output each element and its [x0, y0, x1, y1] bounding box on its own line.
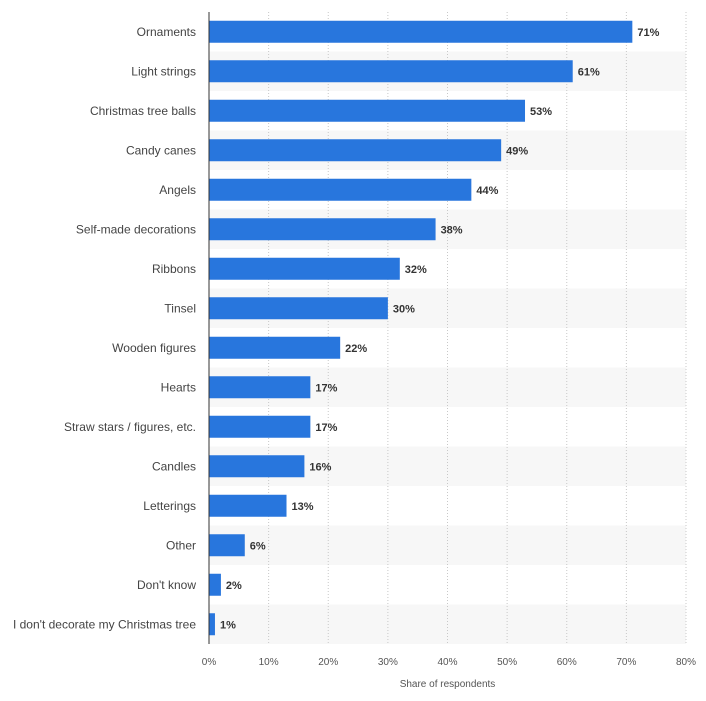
x-tick-label: 50%: [497, 657, 517, 668]
value-label: 13%: [292, 501, 314, 513]
value-label: 22%: [345, 343, 367, 355]
x-tick-label: 80%: [676, 657, 696, 668]
bar: [209, 99, 526, 122]
bars: [209, 20, 633, 636]
value-labels: 71% 61% 53% 49% 44% 38% 32% 30% 22% 17% 17% 16% 13% 6…: [220, 27, 660, 632]
bar: [209, 257, 400, 280]
x-tick-label: 20%: [318, 657, 338, 668]
value-label: 6%: [250, 540, 266, 552]
value-label: 38%: [441, 224, 463, 236]
value-label: 71%: [637, 27, 659, 39]
category-label: Candy canes: [126, 143, 196, 157]
bar: [209, 297, 388, 320]
bar: [209, 60, 573, 83]
value-label: 16%: [309, 461, 331, 473]
category-label: Straw stars / figures, etc.: [64, 420, 196, 434]
bar: [209, 139, 502, 162]
value-label: 17%: [315, 382, 337, 394]
x-tick-label: 10%: [259, 657, 279, 668]
category-label: Ribbons: [152, 262, 196, 276]
category-label: Tinsel: [164, 301, 196, 315]
x-tick-labels: 0% 10% 20% 30% 40% 50% 60% 70% 80%: [202, 657, 696, 668]
category-label: Other: [166, 538, 196, 552]
value-label: 49%: [506, 145, 528, 157]
x-tick-label: 0%: [202, 657, 217, 668]
value-label: 53%: [530, 106, 552, 118]
bar: [209, 573, 221, 596]
bar: [209, 613, 215, 636]
category-label: Ornaments: [137, 25, 196, 39]
category-label: Hearts: [161, 380, 196, 394]
bar: [209, 534, 245, 557]
category-label: Letterings: [143, 499, 196, 513]
category-label: Wooden figures: [112, 341, 196, 355]
category-labels: Ornaments Light strings Christmas tree bal…: [13, 25, 196, 632]
bar: [209, 20, 633, 43]
bar: [209, 178, 472, 201]
bar: [209, 415, 311, 438]
category-label: I don't decorate my Christmas tree: [13, 617, 196, 631]
category-label: Angels: [159, 183, 196, 197]
category-label: Self-made decorations: [76, 222, 196, 236]
x-tick-label: 30%: [378, 657, 398, 668]
bar: [209, 455, 305, 478]
value-label: 44%: [476, 185, 498, 197]
category-label: Candles: [152, 459, 196, 473]
category-label: Light strings: [131, 64, 196, 78]
category-label: Christmas tree balls: [90, 104, 196, 118]
value-label: 61%: [578, 66, 600, 78]
bar: [209, 494, 287, 517]
value-label: 2%: [226, 580, 242, 592]
bar: [209, 336, 341, 359]
bar: [209, 376, 311, 399]
category-label: Don't know: [137, 578, 196, 592]
x-tick-label: 70%: [616, 657, 636, 668]
x-axis-title: Share of respondents: [400, 679, 496, 690]
x-tick-label: 60%: [557, 657, 577, 668]
bar: [209, 218, 436, 241]
value-label: 17%: [315, 422, 337, 434]
value-label: 30%: [393, 303, 415, 315]
value-label: 1%: [220, 619, 236, 631]
value-label: 32%: [405, 264, 427, 276]
x-tick-label: 40%: [437, 657, 457, 668]
